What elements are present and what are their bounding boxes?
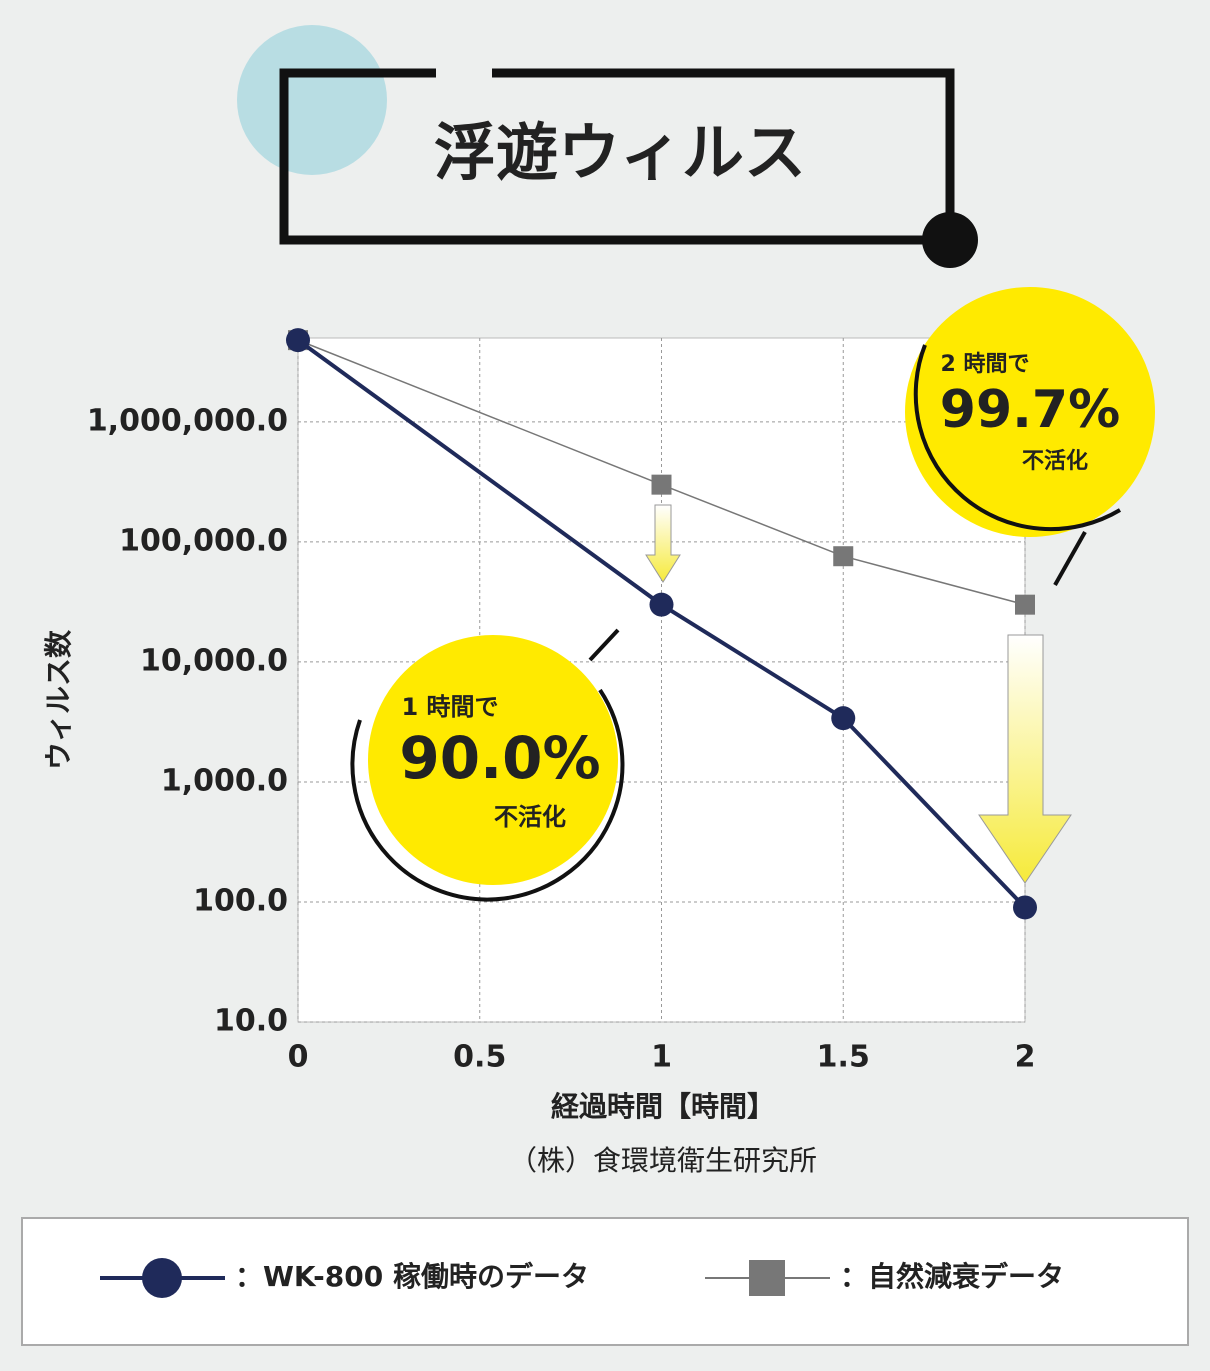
legend-marker [142,1258,182,1298]
x-tick-label: 1 [651,1040,672,1075]
y-tick-label: 1,000.0 [161,763,288,798]
legend-label: ：自然減衰データ [840,1260,1064,1293]
legend-label: ：WK-800 稼働時のデータ [235,1260,589,1293]
series-line [296,338,1027,909]
point [833,546,854,567]
title-dot [922,212,978,268]
callout-outline [350,688,625,902]
legend-marker [749,1260,785,1296]
y-tick-label: 100,000.0 [119,523,288,558]
callout-pointer [588,628,620,662]
y-tick-label: 10.0 [214,1004,288,1039]
callout-note: 不活化 [1022,448,1088,474]
callout-value: 99.7% [940,380,1120,440]
y-tick-label: 10,000.0 [140,643,288,678]
title-decoration [237,25,387,175]
chart-title: 浮遊ウィルス [434,116,806,189]
point [286,328,310,353]
source: （株）食環境衛生研究所 [509,1144,817,1177]
y-axis-label: ウィルス数 [42,629,75,770]
callout-note: 不活化 [494,803,566,831]
callout-value: 90.0% [399,724,600,792]
x-tick-label: 2 [1015,1040,1036,1075]
callout-pointer [1053,531,1087,586]
point [831,706,856,731]
title-frame [279,68,955,245]
y-tick-label: 100.0 [193,883,288,918]
callout-heading: 1 時間で [401,693,498,721]
point [1013,895,1037,920]
x-tick-label: 0 [288,1040,309,1075]
arrow [978,634,1072,884]
legend [21,1217,1189,1346]
arrow [645,504,681,583]
callout-heading: 2 時間で [941,352,1030,377]
point [649,592,674,617]
point [651,474,672,495]
x-tick-label: 1.5 [817,1040,870,1075]
callout-bubble [368,635,618,885]
x-axis-label: 経過時間【時間】 [551,1090,775,1123]
callout-outline [913,344,1122,532]
point [1015,594,1035,615]
series-line [297,339,1026,606]
x-tick-label: 0.5 [453,1040,506,1075]
y-tick-label: 1,000,000.0 [87,403,288,438]
callout-bubble [905,287,1155,537]
